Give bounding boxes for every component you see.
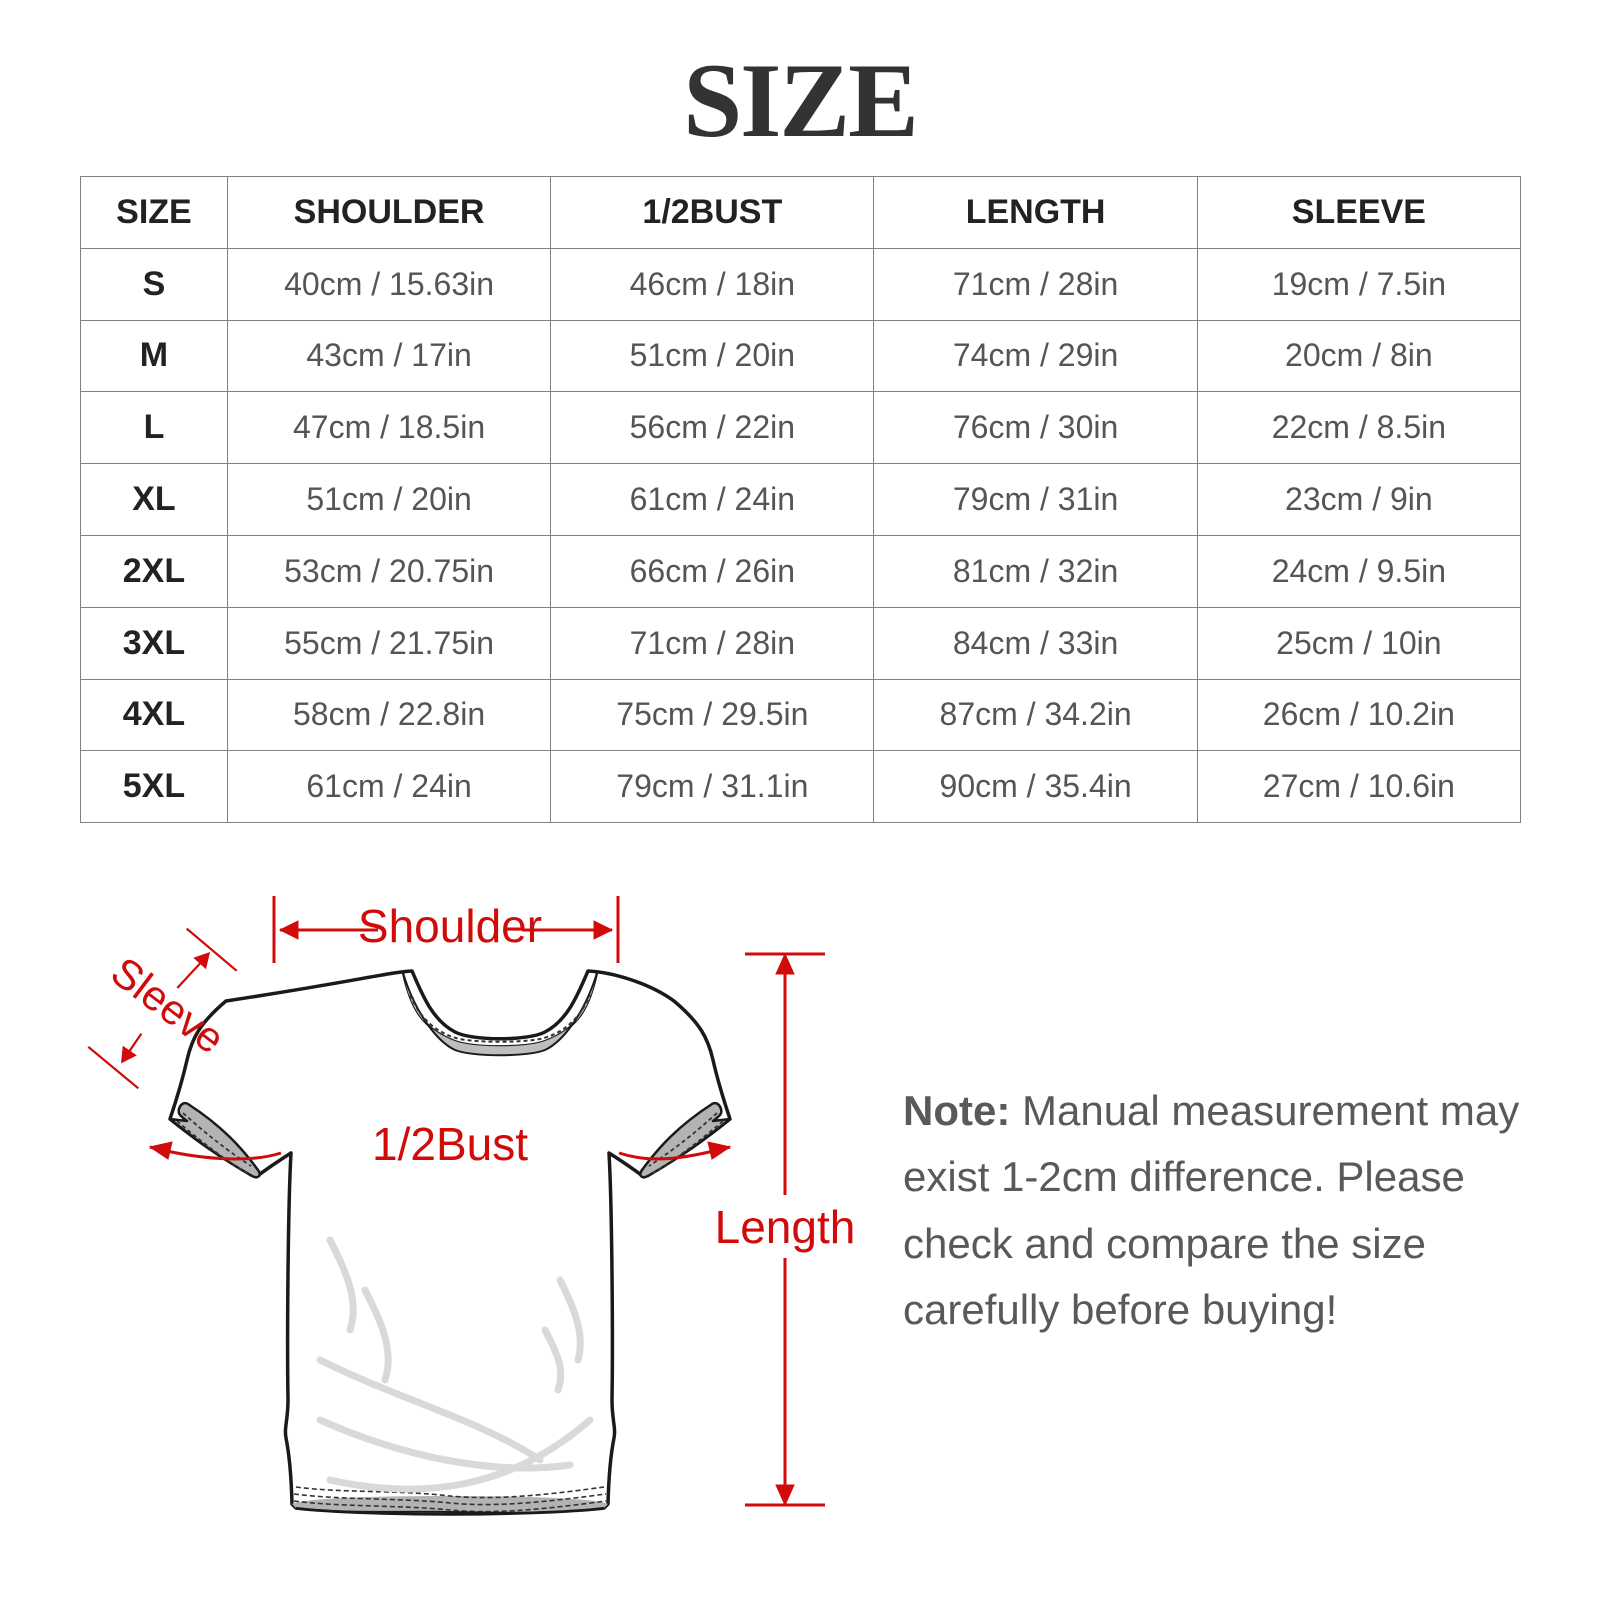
svg-text:1/2Bust: 1/2Bust bbox=[372, 1118, 528, 1170]
svg-text:Sleeve: Sleeve bbox=[103, 948, 234, 1063]
svg-text:Length: Length bbox=[715, 1201, 856, 1253]
svg-text:Shoulder: Shoulder bbox=[358, 900, 542, 952]
